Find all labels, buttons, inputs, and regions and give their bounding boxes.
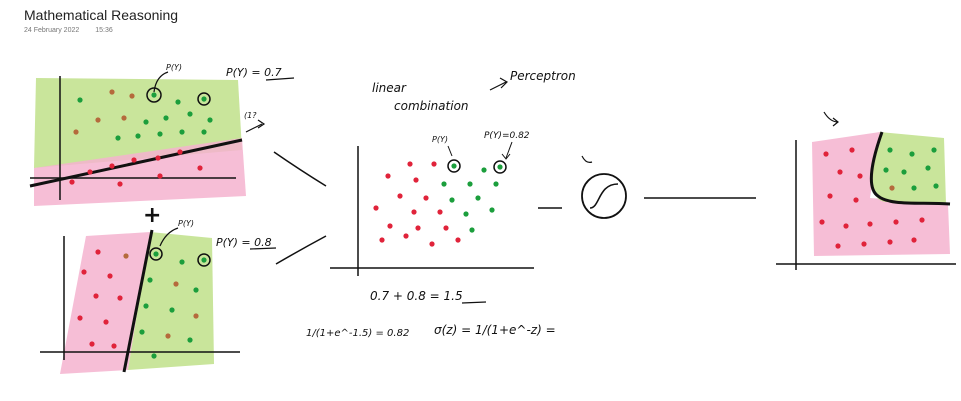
combination-label: combination [394,99,469,113]
sigmoid-curve-icon [589,183,619,209]
sum-equation: 0.7 + 0.8 = 1.5 [370,289,463,303]
green-region [128,232,214,370]
scatter-dots [77,249,207,359]
top-py-small-label: P(Y) [166,63,182,72]
page-time: 15:36 [95,27,113,34]
nonlinear-boundary [869,131,951,206]
scatter-dots [69,89,213,187]
page-timestamp: 24 February 2022 15:36 [24,27,113,34]
panel-top-left: (1? P(Y) P(Y) = 0.7 [29,63,295,206]
scatter-dots [373,161,503,247]
linear-label: linear [372,81,407,95]
sigmoid-definition: σ(z) = 1/(1+e^-z) = [434,323,556,337]
arrow-to-perceptron [489,81,507,91]
arrow-to-region [245,123,263,133]
pink-region [34,138,246,206]
question-label: (1? [244,111,257,120]
plus-label: + [143,203,161,228]
bottom-py-small-label: P(Y) [178,219,194,228]
top-py-value-label: P(Y) = 0.7 [226,66,282,79]
connector-bottom [275,235,327,265]
arrow-mark [581,155,593,163]
middle-py-value-label: P(Y)=0.82 [484,131,530,141]
scatter-dots [819,147,939,249]
middle-py-small-label: P(Y) [432,135,448,144]
pointer-arrow [153,71,169,93]
bottom-py-value-label: P(Y) = 0.8 [216,236,272,249]
page-title: Mathematical Reasoning [24,7,179,23]
sigmoid-node [581,173,627,219]
pointer-arrow [159,227,179,247]
page-date: 24 February 2022 [24,27,80,34]
panel-right [776,111,956,270]
panel-bottom-left: P(Y) P(Y) = 0.8 [40,219,277,374]
pink-region [60,232,150,374]
sigmoid-evaluation: 1/(1+e^-1.5) = 0.82 [306,328,409,339]
arrow-mark [823,111,839,123]
panel-middle: linear combination Perceptron P(Y) P(Y)=… [306,69,576,339]
connector-top [273,151,327,187]
decision-boundary [122,229,154,373]
green-region [872,132,946,204]
perceptron-label: Perceptron [510,69,576,83]
decision-boundary [29,138,243,188]
